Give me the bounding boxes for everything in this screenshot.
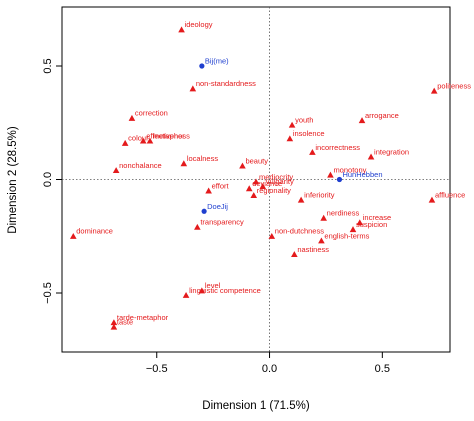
point-label-colour: colour: [128, 134, 149, 143]
point-label-linguistic-competence: linguistic competence: [189, 286, 261, 295]
x-tick-label: 0.5: [375, 363, 390, 375]
point-hunhebben: [336, 176, 343, 183]
point-youth: [288, 121, 296, 128]
point-label-correction: correction: [135, 109, 168, 118]
x-axis-label: Dimension 1 (71.5%): [202, 400, 310, 412]
point-effectiveness: [139, 137, 147, 144]
data-points: ideology non-standardness politeness youth a…: [69, 20, 471, 330]
point-label-affluence: affluence: [435, 190, 465, 199]
point-linguistic-competence: [182, 291, 190, 298]
point-dominance: [69, 232, 77, 239]
y-axis-ticks: −0.5 0.0 0.5: [42, 58, 62, 304]
point-label-localness: localness: [187, 154, 219, 163]
point-taste: [110, 323, 118, 330]
point-label-mediocrity: mediocrity: [259, 172, 293, 181]
point-suspicion: [349, 226, 357, 233]
point-english-terms: [318, 237, 325, 244]
x-tick-label: −0.5: [146, 363, 168, 375]
point-label-regionality: regionality: [257, 186, 291, 195]
point-level: [198, 287, 206, 294]
point-label-bij-me: Bij(me): [205, 57, 229, 66]
point-beauty: [239, 162, 246, 169]
point-label-monotony: monotony: [333, 165, 366, 174]
point-label-non-dutchness: non-dutchness: [275, 227, 324, 236]
point-label-vulgarity: vulgarity: [266, 177, 294, 186]
point-increase: [356, 219, 364, 226]
point-label-effort: effort: [212, 181, 230, 190]
point-bij-me: [199, 63, 205, 69]
point-label-youth: youth: [295, 116, 313, 125]
point-doejij: [201, 208, 207, 214]
point-label-nonchalance: nonchalance: [119, 161, 162, 170]
point-label-inferiority: inferiority: [304, 190, 335, 199]
point-affluence: [428, 196, 436, 203]
point-inferiority: [297, 196, 305, 203]
point-deviance: [245, 185, 253, 192]
x-axis-ticks: −0.5 0.0 0.5: [146, 352, 390, 375]
point-label-transparency: transparency: [200, 218, 244, 227]
point-transparency: [194, 223, 201, 230]
point-label-arrogance: arrogance: [365, 111, 399, 120]
point-mediocrity: [252, 178, 260, 185]
point-vulgarity: [259, 183, 267, 189]
point-label-ideology: ideology: [185, 20, 213, 29]
point-monotony: [327, 171, 334, 178]
y-tick-label: 0.0: [42, 172, 54, 187]
point-label-english-terms: english-terms: [324, 231, 369, 240]
point-label-effectiveness: effectiveness: [146, 131, 190, 140]
point-label-level: level: [205, 281, 221, 290]
point-incorrectness: [309, 148, 316, 155]
point-localness: [180, 160, 188, 167]
point-regionality: [250, 192, 258, 199]
point-effort: [205, 187, 212, 194]
point-integration: [367, 153, 375, 160]
point-label-incorrectness: incorrectness: [315, 143, 360, 152]
point-non-dutchness: [268, 232, 276, 239]
point-arrogance: [358, 117, 366, 124]
point-nonchalance: [112, 167, 120, 174]
point-correction: [128, 114, 136, 121]
point-label-dominance: dominance: [76, 227, 113, 236]
point-label-beauty: beauty: [245, 156, 268, 165]
point-tarde-metaphor: [110, 319, 118, 326]
point-label-tarde-metaphor: tarde-metaphor: [117, 313, 169, 322]
point-ideology: [178, 26, 185, 33]
point-nerdiness: [320, 214, 327, 221]
point-label-hunhebben: HunHebben: [342, 170, 382, 179]
point-label-non-standardness: non-standardness: [196, 79, 256, 88]
point-non-standardness: [189, 85, 197, 92]
point-label-increase: increase: [363, 213, 391, 222]
point-metaphor: [146, 137, 154, 144]
x-tick-label: 0.0: [262, 363, 277, 375]
point-label-metaphor: metaphor: [153, 131, 185, 140]
point-nastiness: [291, 251, 298, 258]
point-label-integration: integration: [374, 147, 409, 156]
point-insolence: [286, 135, 294, 142]
point-label-insolence: insolence: [293, 129, 325, 138]
point-colour: [121, 139, 129, 146]
point-label-nerdiness: nerdiness: [327, 209, 360, 218]
point-politeness: [430, 87, 438, 94]
point-label-doejij: DoeJij: [207, 202, 228, 211]
point-label-nastiness: nastiness: [297, 245, 329, 254]
point-label-suspicion: suspicion: [356, 220, 387, 229]
y-tick-label: −0.5: [42, 282, 54, 304]
y-tick-label: 0.5: [42, 58, 54, 73]
point-label-deviance: deviance: [252, 179, 282, 188]
point-label-politeness: politeness: [437, 81, 471, 90]
y-axis-label: Dimension 2 (28.5%): [7, 126, 19, 234]
point-label-taste: taste: [117, 318, 133, 327]
